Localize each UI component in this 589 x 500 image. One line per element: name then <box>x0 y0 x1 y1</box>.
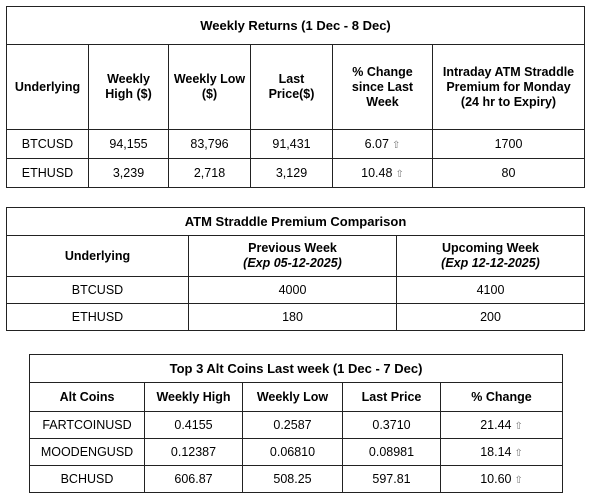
col-header-weekly-low: Weekly Low <box>242 382 343 412</box>
cell-coin: FARTCOINUSD <box>29 411 145 439</box>
cell-underlying: BTCUSD <box>6 276 189 304</box>
cell-weekly-high: 0.4155 <box>144 411 243 439</box>
cell-weekly-high: 3,239 <box>88 158 169 188</box>
straddle-comparison-title: ATM Straddle Premium Comparison <box>5 207 586 236</box>
cell-weekly-low: 0.2587 <box>242 411 343 439</box>
up-arrow-icon: ⇧ <box>514 447 523 459</box>
pct-change-value: 18.14 <box>480 444 512 459</box>
table-row: BTCUSD 94,155 83,796 91,431 6.07 ⇧ 1700 <box>6 129 585 159</box>
col-header-straddle-premium: Intraday ATM Straddle Premium for Monday… <box>432 44 585 130</box>
cell-upcoming-week: 200 <box>395 303 586 331</box>
cell-previous-week: 180 <box>188 303 397 331</box>
cell-underlying: ETHUSD <box>6 158 89 188</box>
cell-coin: BCHUSD <box>29 465 145 493</box>
cell-weekly-low: 2,718 <box>168 158 251 188</box>
table-row: ETHUSD 180 200 <box>6 303 586 331</box>
cell-weekly-low: 508.25 <box>242 465 343 493</box>
cell-last-price: 91,431 <box>250 129 333 159</box>
table-row: FARTCOINUSD 0.4155 0.2587 0.3710 21.44 ⇧ <box>29 411 564 439</box>
cell-coin: MOODENGUSD <box>29 438 145 466</box>
col-header-underlying: Underlying <box>6 44 89 130</box>
col-header-previous-week: Previous Week (Exp 05-12-2025) <box>188 235 397 277</box>
cell-pct-change: 10.60 ⇧ <box>439 465 564 493</box>
cell-straddle-premium: 1700 <box>432 129 585 159</box>
table-row: BCHUSD 606.87 508.25 597.81 10.60 ⇧ <box>29 465 564 493</box>
cell-previous-week: 4000 <box>188 276 397 304</box>
pct-change-value: 10.60 <box>480 471 512 486</box>
cell-weekly-high: 0.12387 <box>144 438 243 466</box>
pct-change-value: 6.07 <box>364 136 389 151</box>
col-header-last-price: Last Price <box>342 382 441 412</box>
col-header-upcoming-week: Upcoming Week (Exp 12-12-2025) <box>395 235 586 277</box>
cell-pct-change: 6.07 ⇧ <box>332 129 433 159</box>
cell-pct-change: 10.48 ⇧ <box>332 158 433 188</box>
alt-coins-title: Top 3 Alt Coins Last week (1 Dec - 7 Dec… <box>28 354 564 383</box>
up-arrow-icon: ⇧ <box>395 168 404 180</box>
previous-week-expiry: (Exp 05-12-2025) <box>243 256 342 270</box>
upcoming-week-label: Upcoming Week <box>442 241 540 255</box>
upcoming-week-expiry: (Exp 12-12-2025) <box>441 256 540 270</box>
previous-week-label: Previous Week <box>248 241 337 255</box>
alt-coins-table: Top 3 Alt Coins Last week (1 Dec - 7 Dec… <box>28 354 564 493</box>
col-header-last-price: Last Price($) <box>250 44 333 130</box>
up-arrow-icon: ⇧ <box>391 139 401 151</box>
pct-change-value: 10.48 <box>361 165 393 180</box>
col-header-pct-change: % Change since Last Week <box>332 44 433 130</box>
table-row: ETHUSD 3,239 2,718 3,129 10.48 ⇧ 80 <box>6 158 585 188</box>
up-arrow-icon: ⇧ <box>514 474 523 486</box>
cell-straddle-premium: 80 <box>432 158 585 188</box>
cell-last-price: 597.81 <box>342 465 441 493</box>
cell-weekly-low: 83,796 <box>168 129 251 159</box>
col-header-weekly-high: Weekly High <box>144 382 243 412</box>
table-row: BTCUSD 4000 4100 <box>6 276 586 304</box>
col-header-alt-coins: Alt Coins <box>29 382 145 412</box>
cell-weekly-high: 94,155 <box>88 129 169 159</box>
cell-underlying: BTCUSD <box>6 129 89 159</box>
up-arrow-icon: ⇧ <box>514 420 523 432</box>
weekly-returns-title: Weekly Returns (1 Dec - 8 Dec) <box>6 6 585 45</box>
cell-last-price: 0.08981 <box>342 438 441 466</box>
weekly-returns-table: Weekly Returns (1 Dec - 8 Dec) Underlyin… <box>6 6 585 188</box>
col-header-underlying: Underlying <box>6 235 189 277</box>
cell-last-price: 0.3710 <box>342 411 441 439</box>
col-header-weekly-high: Weekly High ($) <box>88 44 169 130</box>
col-header-weekly-low: Weekly Low ($) <box>168 44 251 130</box>
cell-upcoming-week: 4100 <box>395 276 586 304</box>
cell-pct-change: 18.14 ⇧ <box>439 438 564 466</box>
cell-pct-change: 21.44 ⇧ <box>439 411 564 439</box>
straddle-comparison-table: ATM Straddle Premium Comparison Underlyi… <box>5 207 586 331</box>
col-header-pct-change: % Change <box>439 382 564 412</box>
table-row: MOODENGUSD 0.12387 0.06810 0.08981 18.14… <box>29 438 564 466</box>
cell-last-price: 3,129 <box>250 158 333 188</box>
cell-weekly-low: 0.06810 <box>242 438 343 466</box>
cell-weekly-high: 606.87 <box>144 465 243 493</box>
pct-change-value: 21.44 <box>480 417 512 432</box>
cell-underlying: ETHUSD <box>6 303 189 331</box>
